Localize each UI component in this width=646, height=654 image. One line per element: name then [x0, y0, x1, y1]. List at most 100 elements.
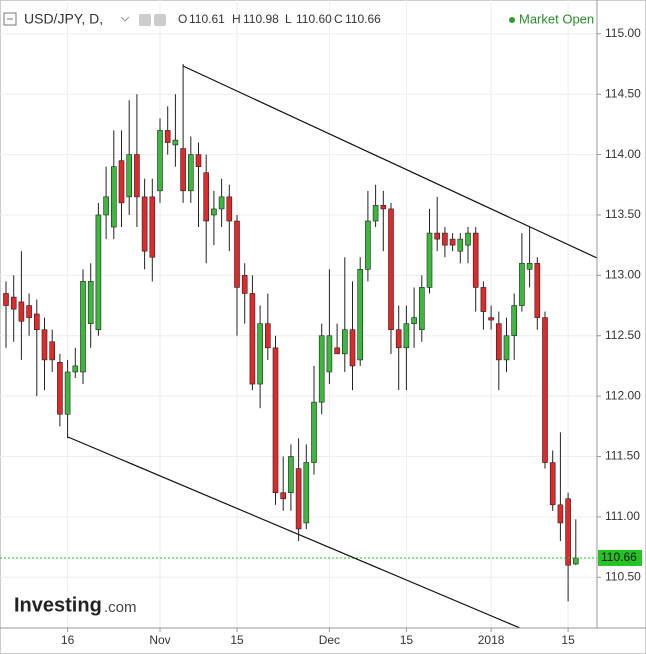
candle-body	[534, 262, 541, 318]
y-tick-label: 115.00	[605, 26, 641, 40]
candle-body	[111, 166, 117, 228]
candle-body	[103, 196, 109, 216]
candle-body	[503, 335, 510, 361]
candle-body	[295, 468, 302, 530]
candle-body	[565, 498, 571, 566]
candle-body	[311, 401, 317, 463]
x-tick-label: 2018	[478, 633, 505, 647]
candle-body	[80, 281, 86, 373]
x-tick-label: 15	[400, 633, 414, 647]
market-status: Market Open	[519, 11, 594, 26]
ohlc-key: O	[178, 12, 187, 26]
candle-body	[164, 130, 171, 143]
dropdown-icon[interactable]	[120, 16, 130, 22]
candle-body	[349, 329, 356, 367]
candle-body	[288, 456, 294, 494]
candle-body	[572, 557, 579, 565]
candle-body	[272, 347, 279, 494]
candle-body	[257, 323, 263, 385]
x-tick-label: 16	[61, 633, 75, 647]
candle-body	[472, 232, 479, 288]
candle-body	[134, 154, 140, 198]
candle-body	[126, 154, 132, 198]
candle-body	[141, 196, 148, 252]
y-tick-label: 111.00	[605, 509, 640, 523]
candle-body	[426, 232, 433, 288]
candle-body	[280, 492, 287, 500]
candle-body	[480, 287, 487, 312]
last-price-label: 110.66	[601, 550, 637, 564]
candle-body	[403, 323, 410, 349]
candle-body	[157, 130, 163, 192]
settings-icon[interactable]	[154, 14, 166, 26]
candle-body	[118, 160, 125, 204]
candle-body	[195, 154, 202, 167]
candle-body	[519, 262, 525, 306]
candle-body	[334, 347, 340, 355]
candle-body	[41, 329, 48, 361]
candle-body	[495, 323, 502, 361]
x-tick-label: Nov	[149, 633, 170, 647]
logo-suffix: .com	[104, 599, 137, 616]
candle-body	[341, 329, 348, 355]
logo: Investing	[14, 594, 102, 616]
candle-body	[326, 335, 333, 373]
y-tick-label: 113.50	[605, 207, 641, 221]
candle-body	[87, 281, 94, 324]
x-tick-label: 15	[230, 633, 244, 647]
candle-body	[303, 462, 310, 524]
candle-body	[465, 232, 471, 246]
y-tick-label: 114.00	[605, 147, 641, 161]
symbol: USD/JPY, D,	[24, 11, 103, 27]
y-tick-label: 110.50	[605, 569, 641, 583]
candle-body	[180, 148, 186, 192]
status-dot	[509, 17, 515, 23]
candle-body	[226, 196, 233, 222]
candle-body	[449, 238, 456, 246]
candle-body	[418, 287, 425, 330]
y-tick-label: 111.50	[605, 449, 640, 463]
candle-body	[380, 205, 387, 210]
candle-body	[64, 371, 71, 415]
ohlc-value: 110.98	[243, 12, 279, 26]
candle-body	[218, 196, 225, 210]
candle-body	[264, 323, 271, 349]
candle-body	[442, 232, 448, 246]
candle-body	[542, 317, 548, 463]
candle-body	[526, 262, 533, 270]
candle-body	[188, 154, 194, 192]
candle-body	[241, 275, 248, 294]
candle-body	[26, 305, 32, 318]
candle-body	[557, 504, 564, 524]
candle-body	[234, 220, 240, 288]
candle-body	[249, 293, 256, 385]
ohlc-key: L	[285, 12, 292, 26]
candle-body	[549, 462, 556, 506]
candle-body	[357, 269, 364, 361]
candle-body	[149, 196, 156, 258]
trend-line	[67, 436, 521, 629]
candle-body	[395, 329, 402, 349]
eye-icon[interactable]	[139, 14, 151, 26]
candle-body	[18, 301, 25, 322]
ohlc-value: 110.61	[189, 12, 225, 26]
candle-body	[33, 313, 40, 330]
x-tick-label: 15	[561, 633, 575, 647]
candle-body	[488, 317, 494, 321]
candle-body	[203, 172, 209, 222]
ohlc-value: 110.66	[345, 12, 381, 26]
y-tick-label: 114.50	[605, 86, 641, 100]
last-price-tag	[598, 549, 642, 566]
y-tick-label: 113.00	[605, 268, 641, 282]
candle-body	[3, 293, 9, 306]
candle-body	[211, 208, 217, 216]
candle-body	[172, 139, 179, 146]
y-tick-label: 112.50	[605, 328, 641, 342]
candle-body	[57, 362, 63, 415]
candles: 110.66	[0, 64, 642, 602]
ohlc-header: O 110.61 H 110.98 L 110.60 C 110.66	[178, 12, 381, 26]
ohlc-key: H	[232, 12, 241, 26]
y-tick-label: 112.00	[605, 388, 641, 402]
